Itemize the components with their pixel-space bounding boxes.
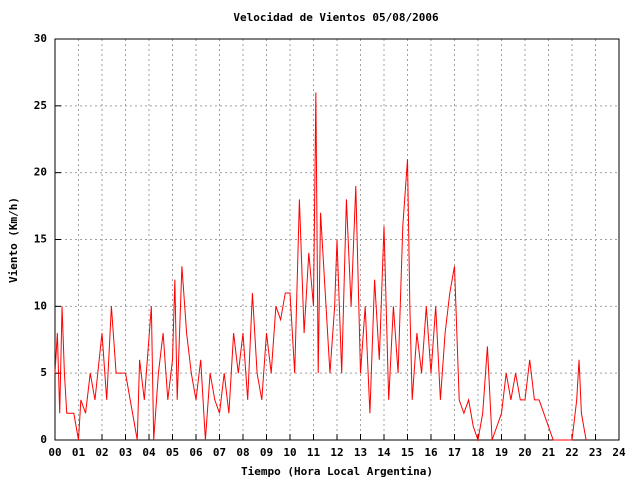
x-tick-label: 08 (236, 446, 249, 459)
x-tick-label: 05 (166, 446, 179, 459)
x-tick-label: 16 (424, 446, 438, 459)
x-tick-label: 06 (189, 446, 203, 459)
x-tick-label: 12 (330, 446, 343, 459)
y-axis-label: Viento (Km/h) (7, 197, 20, 283)
y-tick-label: 20 (34, 166, 47, 179)
data-line (54, 92, 587, 442)
plot-frame (54, 38, 620, 441)
x-tick-label: 10 (283, 446, 296, 459)
y-tick-label: 25 (34, 99, 47, 112)
x-tick-label: 13 (354, 446, 367, 459)
chart-title: Velocidad de Vientos 05/08/2006 (233, 11, 439, 24)
y-tick-label: 10 (34, 299, 47, 312)
x-tick-label: 18 (471, 446, 484, 459)
x-tick-label: 09 (260, 446, 273, 459)
x-tick-label: 22 (565, 446, 578, 459)
x-tick-label: 21 (542, 446, 556, 459)
x-tick-label: 01 (72, 446, 86, 459)
x-tick-label: 17 (448, 446, 461, 459)
x-tick-label: 23 (589, 446, 602, 459)
y-tick-label: 30 (34, 32, 47, 45)
x-tick-label: 20 (518, 446, 531, 459)
x-tick-label: 07 (213, 446, 226, 459)
x-tick-label: 24 (612, 446, 626, 459)
x-tick-label: 15 (401, 446, 414, 459)
x-tick-label: 04 (142, 446, 156, 459)
x-tick-label: 02 (95, 446, 108, 459)
x-axis-label: Tiempo (Hora Local Argentina) (241, 465, 433, 478)
x-tick-label: 11 (307, 446, 321, 459)
y-tick-label: 15 (34, 233, 47, 246)
x-tick-label: 03 (119, 446, 132, 459)
y-tick-label: 0 (40, 433, 47, 446)
x-tick-label: 00 (48, 446, 61, 459)
x-tick-label: 14 (377, 446, 391, 459)
y-tick-label: 5 (40, 366, 47, 379)
x-tick-label: 19 (495, 446, 508, 459)
